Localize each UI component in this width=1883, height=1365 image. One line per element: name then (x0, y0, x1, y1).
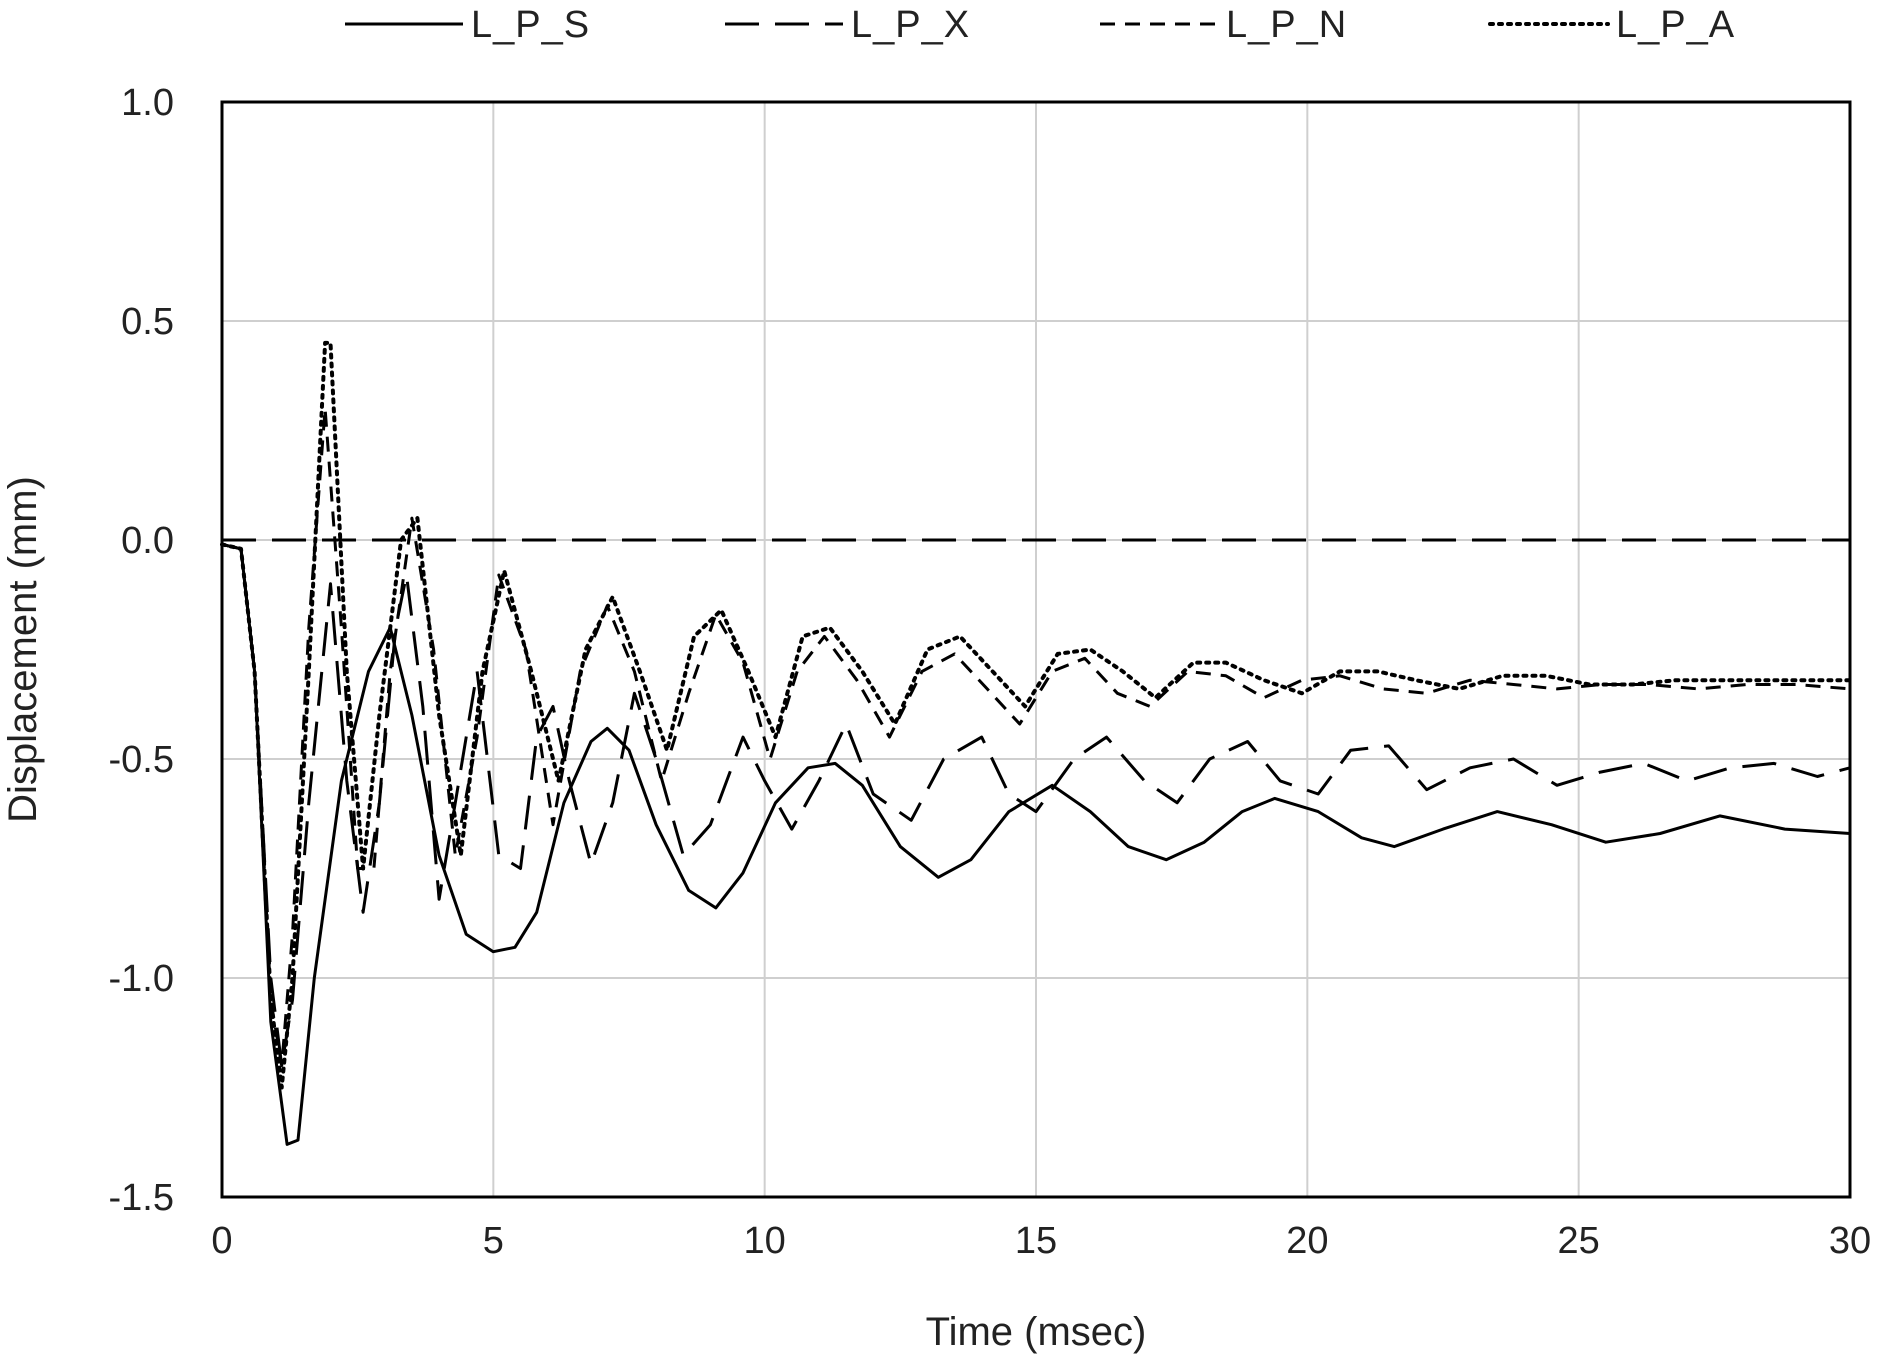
x-tick-label: 30 (1829, 1220, 1871, 1262)
y-tick-label: -0.5 (109, 739, 174, 781)
y-tick-label: 0.5 (121, 301, 174, 343)
y-tick-label: -1.0 (109, 958, 174, 1000)
y-tick-label: 0.0 (121, 520, 174, 562)
legend-label: L_P_S (471, 4, 590, 46)
series-line-l-p-x (221, 542, 1851, 1068)
legend-label: L_P_X (851, 4, 970, 46)
y-tick-label: -1.5 (109, 1177, 174, 1219)
grid (222, 102, 1850, 1197)
y-axis-title: Displacement (mm) (1, 476, 45, 823)
x-tick-label: 5 (483, 1220, 504, 1262)
legend: L_P_S L_P_X L_P_N L_P_A (345, 4, 1735, 46)
legend-label: L_P_A (1616, 4, 1735, 46)
x-tick-label: 15 (1015, 1220, 1057, 1262)
legend-label: L_P_N (1226, 4, 1347, 46)
x-tick-label: 25 (1558, 1220, 1600, 1262)
series-line-l-p-a (220, 340, 1852, 1090)
x-tick-label: 0 (211, 1220, 232, 1262)
plot-frame (220, 100, 1852, 1199)
y-axis-ticks: 1.0 0.5 0.0 -0.5 -1.0 -1.5 (109, 82, 174, 1219)
series-group (220, 340, 1852, 1146)
series-line-l-p-s (221, 542, 1851, 1146)
x-tick-label: 20 (1286, 1220, 1328, 1262)
x-axis-ticks: 0 5 10 15 20 25 30 (211, 1220, 1871, 1262)
y-tick-label: 1.0 (121, 82, 174, 124)
x-tick-label: 10 (744, 1220, 786, 1262)
x-axis-title: Time (msec) (926, 1310, 1147, 1354)
